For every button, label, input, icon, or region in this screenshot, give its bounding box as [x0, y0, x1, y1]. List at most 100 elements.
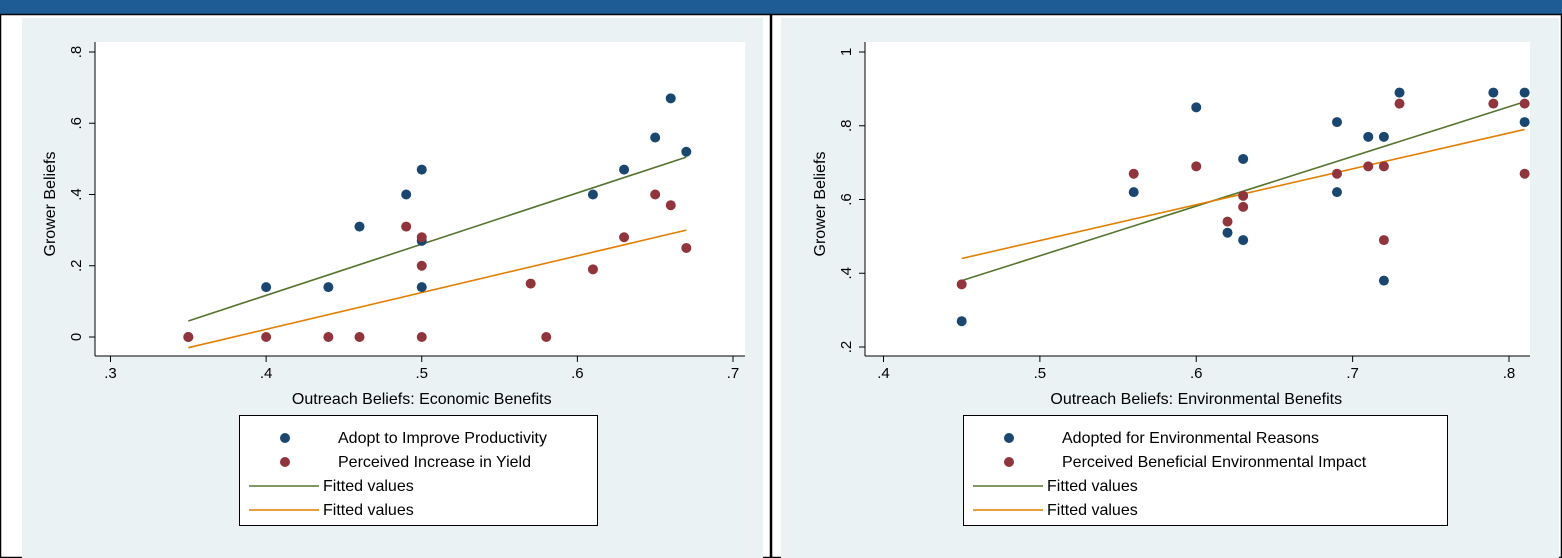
data-point [416, 332, 427, 342]
data-point [354, 221, 365, 232]
header-strip [0, 0, 1562, 14]
data-point [1238, 190, 1249, 201]
data-point [1519, 168, 1530, 179]
fitted-line [188, 229, 687, 349]
legend: Adopted for Environmental Reasons Perceiv… [963, 415, 1448, 526]
x-tick-label: .7 [1346, 365, 1359, 382]
data-point [956, 316, 967, 327]
x-tick-label: .5 [415, 365, 428, 382]
data-point [183, 332, 194, 342]
data-point [1222, 216, 1233, 227]
data-point [416, 164, 427, 175]
data-point [416, 260, 427, 271]
data-point [1519, 117, 1530, 128]
y-tick-label: 0 [68, 333, 85, 341]
y-tick-label: .6 [68, 117, 85, 130]
data-point [1238, 201, 1249, 212]
y-tick-label: .2 [838, 341, 855, 354]
data-point [1331, 187, 1342, 198]
y-tick-label: .8 [838, 119, 855, 132]
data-point [681, 242, 692, 253]
y-tick-label: .2 [68, 259, 85, 272]
data-point [1238, 153, 1249, 164]
legend-label: Adopted for Environmental Reasons [1062, 430, 1319, 447]
data-point [619, 232, 630, 243]
fitted-line [188, 156, 687, 322]
y-tick-label: .8 [68, 46, 85, 59]
data-point [354, 332, 365, 342]
data-point [401, 221, 412, 232]
data-point [1394, 87, 1405, 98]
data-point [681, 146, 692, 157]
data-point [1191, 161, 1202, 172]
data-point [416, 232, 427, 243]
data-point [1488, 87, 1499, 98]
data-point [587, 189, 598, 200]
y-tick-label: 1 [838, 48, 855, 56]
data-point [650, 132, 661, 143]
data-point [650, 189, 661, 200]
data-point [1378, 235, 1389, 246]
legend-label: Fitted values [323, 502, 414, 519]
data-point [587, 264, 598, 275]
data-point [1238, 235, 1249, 246]
data-point [1331, 117, 1342, 128]
x-tick-label: .5 [1034, 365, 1047, 382]
data-point [1488, 98, 1499, 109]
data-point [1331, 168, 1342, 179]
legend-marker [1004, 433, 1014, 443]
x-axis-label: Outreach Beliefs: Environmental Benefits [1050, 391, 1342, 408]
y-tick-label: .4 [838, 267, 855, 280]
data-point [323, 282, 334, 293]
legend-marker [1004, 457, 1014, 467]
legend-label: Fitted values [323, 478, 414, 495]
data-point [1363, 161, 1374, 172]
data-point [665, 200, 676, 211]
data-point [1222, 227, 1233, 238]
y-axis-label: Grower Beliefs [42, 152, 59, 257]
legend-label: Fitted values [1047, 478, 1138, 495]
data-point [1519, 98, 1530, 109]
data-point [619, 164, 630, 175]
data-point [525, 278, 536, 289]
data-point [1378, 275, 1389, 286]
plot-area [95, 42, 745, 356]
legend-marker [280, 457, 290, 467]
legend: Adopt to Improve Productivity Perceived I… [239, 415, 598, 526]
data-point [1191, 102, 1202, 113]
legend-box [239, 415, 598, 526]
x-axis-label: Outreach Beliefs: Economic Benefits [292, 391, 552, 408]
x-tick-label: .8 [1503, 365, 1516, 382]
data-point [416, 282, 427, 293]
legend-label: Perceived Increase in Yield [338, 454, 531, 471]
data-point [956, 279, 967, 290]
data-point [541, 332, 552, 342]
data-point [1128, 168, 1139, 179]
legend-marker [280, 433, 290, 443]
legend-label: Fitted values [1047, 502, 1138, 519]
data-point [401, 189, 412, 200]
x-tick-label: .7 [727, 365, 740, 382]
data-point [1519, 87, 1530, 98]
y-axis-label: Grower Beliefs [812, 152, 829, 257]
axes: .4 .5 .6 .7 .8 .2 .4 .6 .8 1 Outreach Beliefs: Env… [812, 42, 1530, 408]
y-tick-label: .6 [838, 193, 855, 206]
legend-label: Perceived Beneficial Environmental Impac… [1062, 454, 1367, 471]
data-point [261, 332, 272, 342]
y-tick-label: .4 [68, 188, 85, 201]
x-tick-label: .6 [1190, 365, 1203, 382]
axes: .3 .4 .5 .6 .7 0 .2 .4 .6 .8 Outreach Beliefs: Eco… [42, 42, 745, 408]
data-point [1378, 161, 1389, 172]
legend-label: Adopt to Improve Productivity [338, 430, 547, 447]
data-point [323, 332, 334, 342]
data-point [261, 282, 272, 293]
data-point [1128, 187, 1139, 198]
x-tick-label: .4 [260, 365, 273, 382]
legend-box [963, 415, 1448, 526]
x-tick-label: .6 [571, 365, 584, 382]
plot-area [865, 42, 1530, 356]
x-tick-label: .3 [104, 365, 117, 382]
x-tick-label: .4 [877, 365, 890, 382]
data-point [1363, 131, 1374, 142]
